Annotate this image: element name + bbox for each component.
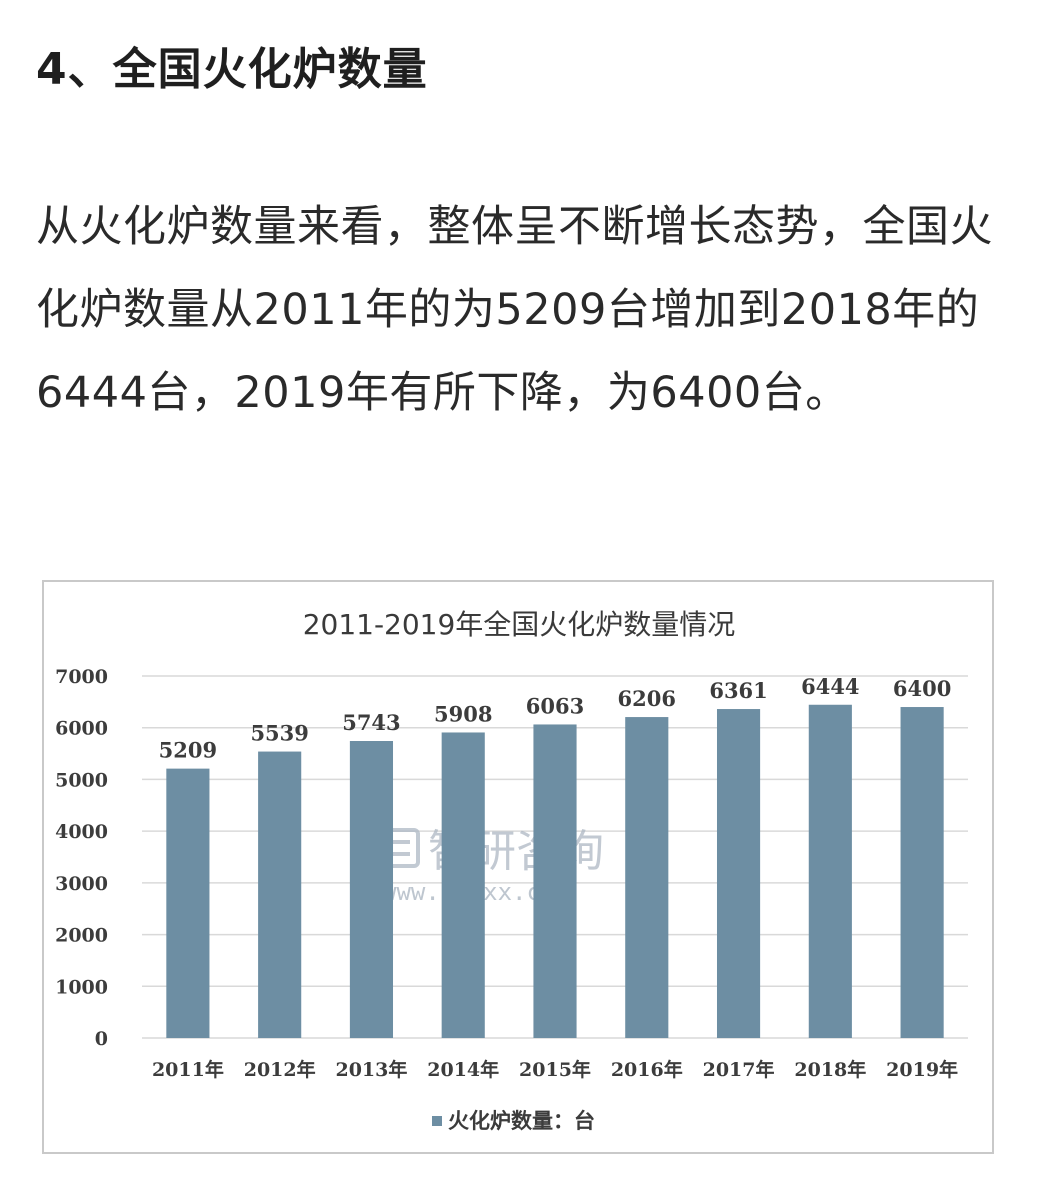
bar-7 — [716, 709, 761, 1038]
y-tick-label: 1000 — [55, 976, 108, 998]
legend-label: 火化炉数量：台 — [448, 1109, 595, 1133]
data-label: 6063 — [526, 693, 584, 718]
x-tick-label: 2015年 — [519, 1058, 591, 1081]
bar-3 — [349, 741, 394, 1038]
x-axis-ticks: 2011年 2012年 2013年 2014年 2015年 2016年 2017年 2018年… — [152, 1058, 958, 1081]
x-tick-label: 2016年 — [611, 1058, 683, 1081]
data-label: 5539 — [250, 721, 308, 746]
bar-9 — [900, 707, 944, 1038]
chart-title: 2011-2019年全国火化炉数量情况 — [303, 608, 736, 641]
data-label: 5209 — [159, 738, 217, 763]
y-tick-label: 4000 — [55, 821, 108, 843]
y-axis-ticks: 0 1000 2000 3000 4000 5000 6000 7000 — [55, 666, 108, 1050]
legend: 火化炉数量：台 — [432, 1109, 595, 1133]
x-tick-label: 2013年 — [335, 1058, 407, 1081]
y-tick-label: 3000 — [55, 873, 108, 895]
y-tick-label: 6000 — [55, 718, 108, 740]
x-tick-label: 2014年 — [427, 1058, 499, 1081]
bar-6 — [625, 717, 669, 1038]
data-label: 6400 — [893, 676, 951, 701]
y-tick-label: 0 — [95, 1028, 108, 1050]
data-label: 6206 — [618, 686, 676, 711]
x-tick-label: 2012年 — [244, 1058, 316, 1081]
bar-1 — [166, 768, 210, 1038]
bar-5 — [533, 724, 577, 1038]
y-tick-label: 2000 — [55, 925, 108, 947]
x-tick-label: 2017年 — [703, 1058, 775, 1081]
section-heading: 4、全国火化炉数量 — [36, 44, 428, 95]
data-label: 5743 — [342, 710, 400, 735]
data-label: 6444 — [801, 674, 859, 699]
data-label: 6361 — [709, 678, 767, 703]
data-labels: 5209 5539 5743 5908 6063 6206 6361 6444 6400 — [159, 674, 952, 763]
y-tick-label: 7000 — [55, 666, 108, 688]
bars — [166, 704, 944, 1038]
x-tick-label: 2018年 — [794, 1058, 866, 1081]
bar-2 — [258, 751, 302, 1038]
x-tick-label: 2019年 — [886, 1058, 958, 1081]
bar-4 — [441, 732, 485, 1038]
y-tick-label: 5000 — [55, 769, 108, 791]
article-paragraph: 从火化炉数量来看，整体呈不断增长态势，全国火化炉数量从2011年的为5209台增… — [36, 202, 993, 418]
x-tick-label: 2011年 — [152, 1058, 224, 1081]
legend-swatch — [432, 1116, 442, 1126]
bar-8 — [808, 704, 852, 1038]
data-label: 5908 — [434, 701, 492, 726]
